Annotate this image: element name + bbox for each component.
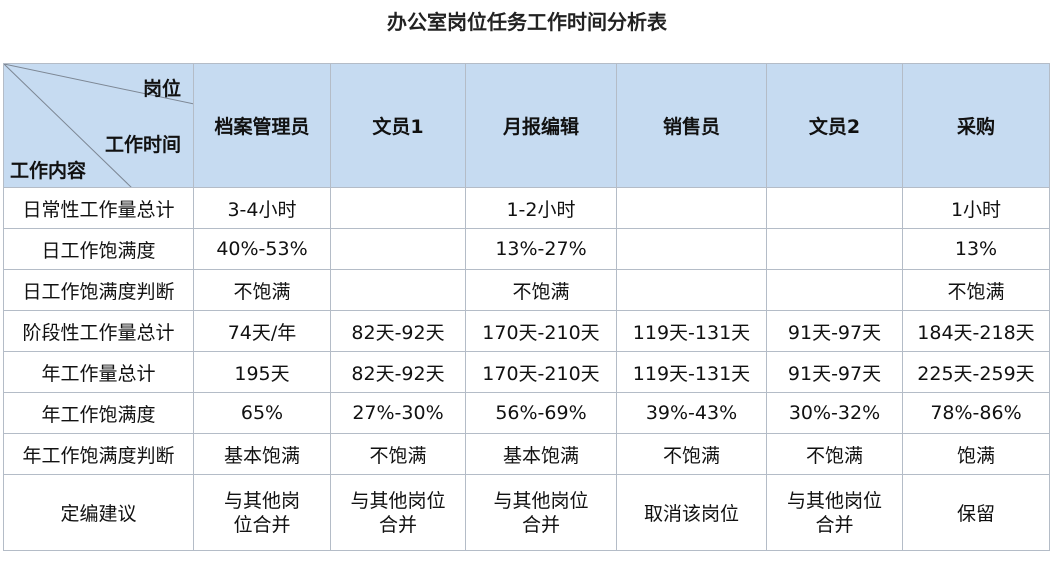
table-cell	[766, 269, 903, 311]
table-cell: 基本饱满	[193, 433, 331, 475]
table-cell: 91天-97天	[766, 310, 903, 352]
row-label: 日工作饱满度	[3, 228, 194, 270]
table-cell: 27%-30%	[330, 392, 466, 434]
table-cell: 91天-97天	[766, 351, 903, 393]
table-cell: 119天-131天	[616, 310, 767, 352]
table-cell: 3-4小时	[193, 187, 331, 229]
header-row: 岗位 工作时间 工作内容 档案管理员 文员1 月报编辑 销售员 文员2 采购	[3, 63, 1050, 188]
table-cell: 基本饱满	[465, 433, 617, 475]
row-label: 定编建议	[3, 474, 194, 551]
table-cell	[330, 187, 466, 229]
row-label: 年工作量总计	[3, 351, 194, 393]
corner-label-work-content: 工作内容	[10, 160, 87, 182]
table-cell: 119天-131天	[616, 351, 767, 393]
corner-header-cell: 岗位 工作时间 工作内容	[3, 63, 194, 188]
table-row: 年工作饱满度判断 基本饱满 不饱满 基本饱满 不饱满 不饱满 饱满	[3, 433, 1050, 475]
table-cell: 82天-92天	[330, 310, 466, 352]
table-cell: 184天-218天	[902, 310, 1050, 352]
table-cell: 与其他岗位合并	[766, 474, 903, 551]
table-cell: 与其他岗位合并	[193, 474, 331, 551]
table-cell	[616, 269, 767, 311]
table-cell: 不饱满	[766, 433, 903, 475]
table-cell	[330, 228, 466, 270]
table-cell: 170天-210天	[465, 351, 617, 393]
table-cell: 170天-210天	[465, 310, 617, 352]
row-label: 日常性工作量总计	[3, 187, 194, 229]
table-cell: 225天-259天	[902, 351, 1050, 393]
table-cell: 取消该岗位	[616, 474, 767, 551]
table-row: 日工作饱满度判断 不饱满 不饱满 不饱满	[3, 269, 1050, 311]
table-row: 定编建议 与其他岗位合并 与其他岗位合并 与其他岗位合并 取消该岗位 与其他岗位…	[3, 474, 1050, 551]
table-cell: 与其他岗位合并	[330, 474, 466, 551]
table-row: 年工作饱满度 65% 27%-30% 56%-69% 39%-43% 30%-3…	[3, 392, 1050, 434]
table-cell: 13%	[902, 228, 1050, 270]
table-cell	[766, 187, 903, 229]
table-cell: 78%-86%	[902, 392, 1050, 434]
table-cell: 39%-43%	[616, 392, 767, 434]
column-header: 销售员	[616, 63, 767, 188]
column-header: 文员2	[766, 63, 903, 188]
table-title: 办公室岗位任务工作时间分析表	[387, 10, 667, 34]
table-cell: 不饱满	[330, 433, 466, 475]
row-label: 日工作饱满度判断	[3, 269, 194, 311]
table-cell: 30%-32%	[766, 392, 903, 434]
table-cell: 不饱满	[616, 433, 767, 475]
corner-label-position: 岗位	[142, 78, 181, 100]
table-cell: 13%-27%	[465, 228, 617, 270]
table-cell: 不饱满	[465, 269, 617, 311]
table-cell: 1小时	[902, 187, 1050, 229]
table-row: 阶段性工作量总计 74天/年 82天-92天 170天-210天 119天-13…	[3, 310, 1050, 352]
table-cell: 195天	[193, 351, 331, 393]
analysis-table: 岗位 工作时间 工作内容 档案管理员 文员1 月报编辑 销售员 文员2 采购 日…	[3, 63, 1050, 551]
corner-label-work-time: 工作时间	[104, 134, 181, 156]
table-cell: 65%	[193, 392, 331, 434]
column-header: 档案管理员	[193, 63, 331, 188]
table-cell: 74天/年	[193, 310, 331, 352]
row-label: 阶段性工作量总计	[3, 310, 194, 352]
column-header: 采购	[902, 63, 1050, 188]
table-cell: 82天-92天	[330, 351, 466, 393]
table-cell: 保留	[902, 474, 1050, 551]
table-cell: 不饱满	[902, 269, 1050, 311]
table-cell: 56%-69%	[465, 392, 617, 434]
column-header: 月报编辑	[465, 63, 617, 188]
row-label: 年工作饱满度判断	[3, 433, 194, 475]
table-row: 日常性工作量总计 3-4小时 1-2小时 1小时	[3, 187, 1050, 229]
table-cell: 不饱满	[193, 269, 331, 311]
corner-diagonal-lines	[4, 64, 193, 187]
table-cell	[616, 228, 767, 270]
table-row: 日工作饱满度 40%-53% 13%-27% 13%	[3, 228, 1050, 270]
table-cell	[766, 228, 903, 270]
column-header: 文员1	[330, 63, 466, 188]
table-cell: 与其他岗位合并	[465, 474, 617, 551]
table-cell	[616, 187, 767, 229]
row-label: 年工作饱满度	[3, 392, 194, 434]
table-row: 年工作量总计 195天 82天-92天 170天-210天 119天-131天 …	[3, 351, 1050, 393]
table-cell: 饱满	[902, 433, 1050, 475]
table-cell: 40%-53%	[193, 228, 331, 270]
table-cell: 1-2小时	[465, 187, 617, 229]
table-cell	[330, 269, 466, 311]
